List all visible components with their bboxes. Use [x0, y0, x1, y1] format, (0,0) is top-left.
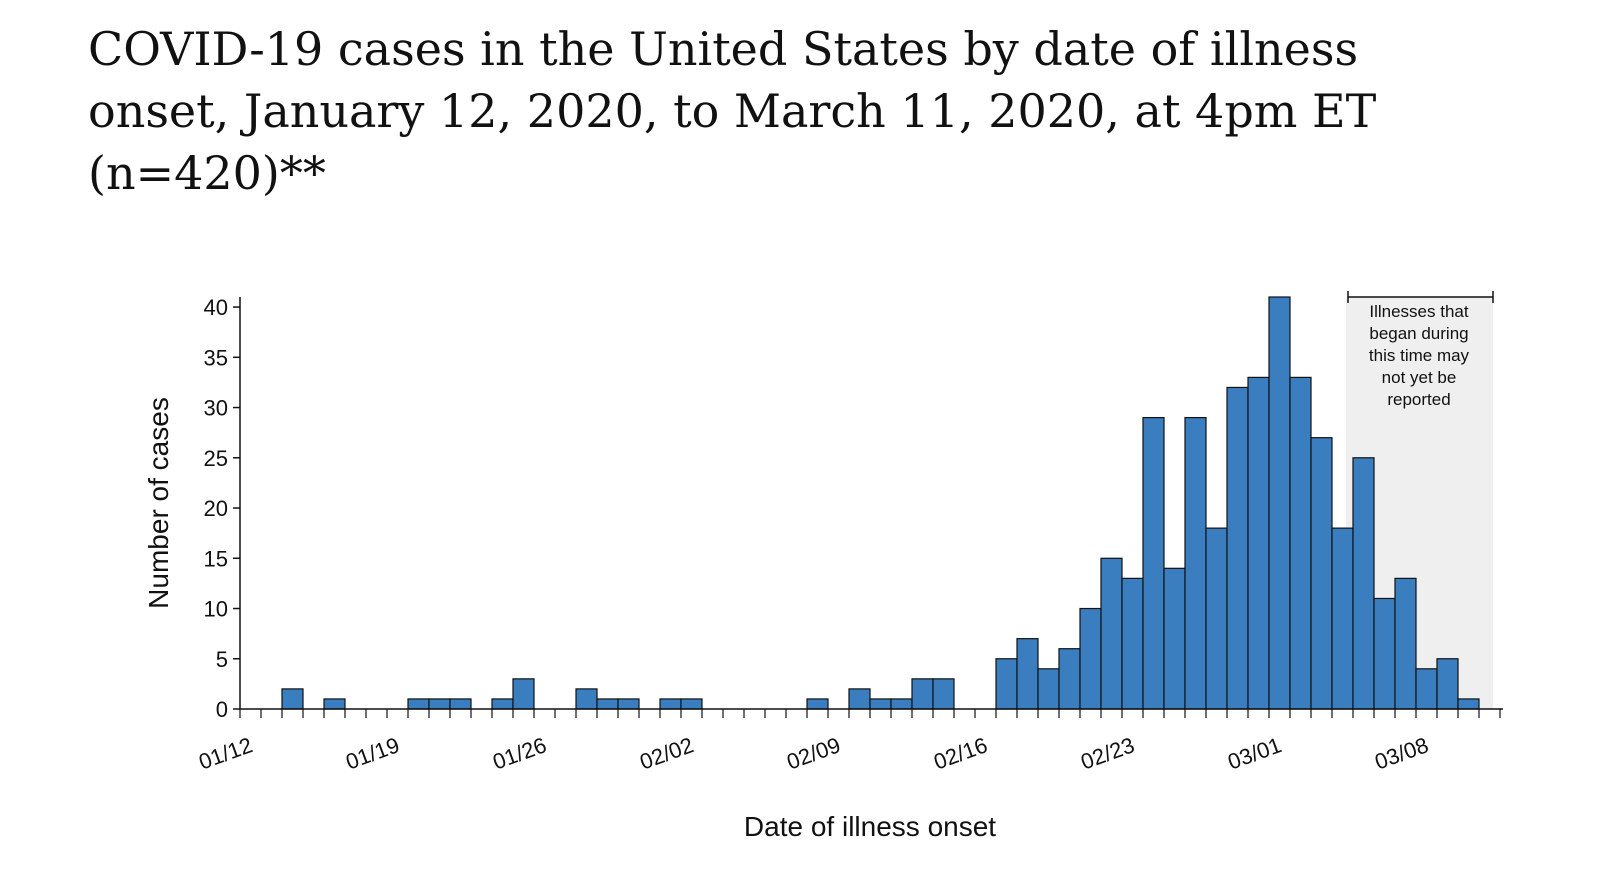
- x-axis-title: Date of illness onset: [744, 811, 996, 842]
- x-tick-label: 01/26: [489, 732, 549, 774]
- bar: [1205, 527, 1228, 710]
- annotation: Illnesses that began during this time may n…: [1369, 302, 1470, 409]
- bar: [659, 698, 682, 710]
- bar: [1268, 296, 1291, 710]
- bar: [1436, 658, 1459, 710]
- bar: [1142, 416, 1165, 710]
- bar: [932, 678, 955, 710]
- bar: [1058, 648, 1081, 710]
- x-tick-label: 02/23: [1077, 732, 1137, 774]
- y-tick-label: 30: [204, 396, 228, 421]
- y-tick-label: 0: [216, 697, 228, 722]
- bar: [1331, 527, 1354, 710]
- bars: [281, 296, 1480, 710]
- y-tick-label: 15: [204, 546, 228, 571]
- bar: [1163, 567, 1186, 710]
- bar: [1247, 376, 1270, 710]
- bar: [890, 698, 913, 710]
- y-tick-label: 20: [204, 496, 228, 521]
- bar: [1415, 668, 1438, 710]
- y-axis-title: Number of cases: [143, 397, 174, 609]
- annotation-text: this time may: [1369, 346, 1470, 365]
- y-tick-label: 10: [204, 597, 228, 622]
- bar: [281, 688, 304, 710]
- y-tick-label: 40: [204, 295, 228, 320]
- bar: [1226, 386, 1249, 710]
- annotation-text: Illnesses that: [1369, 302, 1468, 321]
- bar: [407, 698, 430, 710]
- annotation-text: began during: [1369, 324, 1468, 343]
- bar: [1121, 577, 1144, 710]
- annotation-text: reported: [1387, 390, 1450, 409]
- bar: [1079, 607, 1102, 710]
- bar: [617, 698, 640, 710]
- bar: [911, 678, 934, 710]
- x-tick-label: 03/01: [1224, 732, 1284, 774]
- x-tick-label: 01/19: [342, 732, 402, 774]
- y-tick-label: 35: [204, 345, 228, 370]
- bar: [1352, 457, 1375, 710]
- annotation-text: not yet be: [1382, 368, 1457, 387]
- y-tick-label: 5: [216, 647, 228, 672]
- bar: [1457, 698, 1480, 710]
- bar: [575, 688, 598, 710]
- bar: [1289, 376, 1312, 710]
- bar: [995, 658, 1018, 710]
- x-tick-label: 02/16: [930, 732, 990, 774]
- bar: [1100, 557, 1123, 710]
- bar: [806, 698, 829, 710]
- bar: [512, 678, 535, 710]
- x-tick-label: 02/09: [783, 732, 843, 774]
- bar: [491, 698, 514, 710]
- bar: [428, 698, 451, 710]
- bar: [1016, 638, 1039, 710]
- bar: [869, 698, 892, 710]
- bar: [1373, 597, 1396, 710]
- chart-title: COVID-19 cases in the United States by d…: [88, 22, 1377, 200]
- x-tick-label: 01/12: [195, 732, 255, 774]
- bar: [596, 698, 619, 710]
- x-tick-label: 03/08: [1371, 732, 1431, 774]
- bar: [1394, 577, 1417, 710]
- bar: [1310, 437, 1333, 710]
- bar: [1184, 416, 1207, 710]
- bar: [449, 698, 472, 710]
- y-tick-label: 25: [204, 446, 228, 471]
- bar: [848, 688, 871, 710]
- bar: [680, 698, 703, 710]
- bar: [1037, 668, 1060, 710]
- bar: [323, 698, 346, 710]
- x-tick-label: 02/02: [636, 732, 696, 774]
